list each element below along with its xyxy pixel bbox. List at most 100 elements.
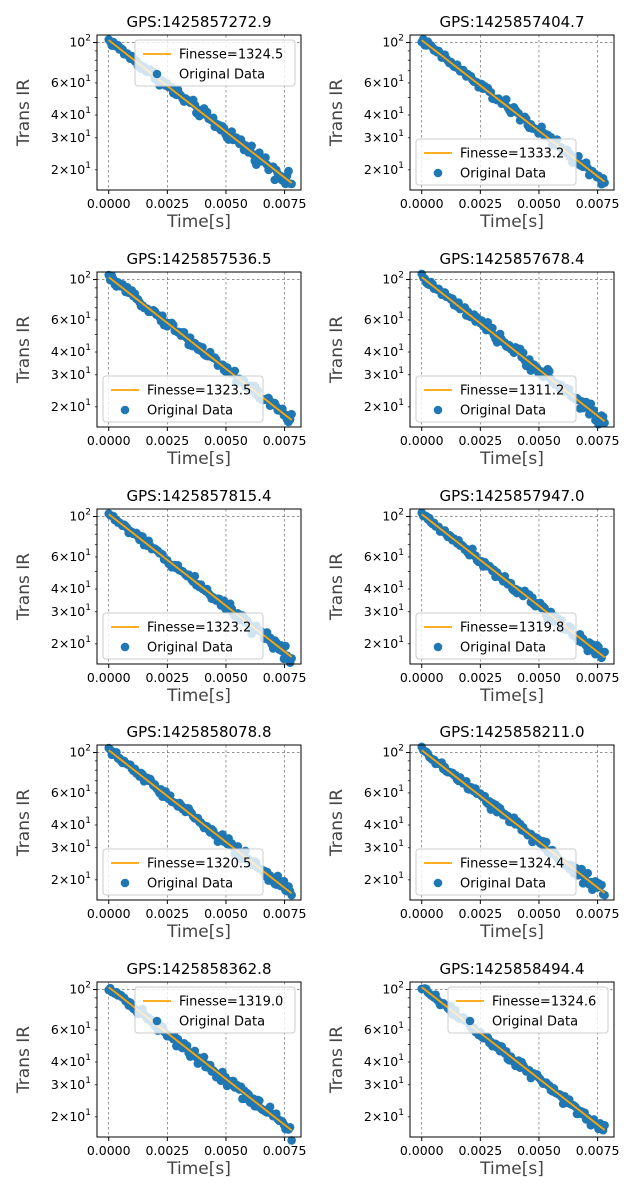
legend-data-label: Original Data [147, 877, 233, 892]
subplot-8: GPS:1425858211.0 0.0000 0.0025 0.0050 0.0075… [327, 723, 619, 942]
legend-data-swatch [152, 1016, 162, 1026]
data-point [586, 399, 596, 409]
y-axis-label: Trans IR [327, 79, 347, 147]
y-tick-label: 102 [382, 271, 404, 287]
data-point [600, 890, 609, 900]
legend-data-label: Original Data [460, 641, 546, 656]
y-tick-label: 6×101 [364, 548, 404, 564]
x-tick-label: 0.0050 [517, 1143, 561, 1158]
data-point [265, 1102, 275, 1112]
y-tick-label: 3×101 [364, 603, 404, 619]
y-tick-label: 3×101 [364, 1076, 404, 1092]
y-tick-label: 3×101 [364, 839, 404, 855]
plot-title: GPS:1425858494.4 [440, 960, 585, 978]
x-tick-label: 0.0050 [517, 670, 561, 685]
legend: Finesse=1311.2 Original Data [415, 375, 577, 423]
legend-data-label: Original Data [460, 167, 546, 182]
y-tick-label: 2×101 [364, 1108, 404, 1124]
y-tick-label: 102 [69, 508, 91, 524]
legend: Finesse=1319.8 Original Data [415, 612, 577, 660]
x-axis-label: Time[s] [166, 686, 231, 706]
x-tick-label: 0.0075 [263, 196, 307, 211]
legend-box [102, 612, 264, 660]
legend-data-label: Original Data [179, 1015, 265, 1030]
legend-box [102, 375, 264, 423]
plot-title: GPS:1425857272.9 [127, 13, 272, 31]
axes-frame [409, 981, 615, 1138]
x-tick-label: 0.0075 [576, 670, 620, 685]
subplot-7: GPS:1425858078.8 0.0000 0.0025 0.0050 0.0075… [14, 723, 306, 942]
subplot-4: GPS:1425857678.4 0.0000 0.0025 0.0050 0.0075… [327, 250, 619, 469]
y-axis-label: Trans IR [14, 789, 34, 857]
data-point [468, 544, 477, 554]
y-tick-label: 4×101 [51, 1053, 91, 1069]
y-tick-label: 3×101 [51, 839, 91, 855]
x-tick-label: 0.0050 [204, 196, 248, 211]
y-axis-label: Trans IR [14, 79, 34, 147]
data-point [483, 318, 493, 327]
y-tick-label: 6×101 [364, 311, 404, 327]
legend-data-label: Original Data [147, 641, 233, 656]
subplot-9: GPS:1425858362.8 0.0000 0.0025 0.0050 0.0075… [14, 960, 306, 1179]
x-tick-label: 0.0050 [204, 670, 248, 685]
legend-box [134, 986, 296, 1034]
legend-box [415, 375, 577, 423]
x-tick-label: 0.0075 [576, 433, 620, 448]
x-tick-label: 0.0050 [517, 906, 561, 921]
y-tick-label: 2×101 [364, 161, 404, 177]
legend-fit-label: Finesse=1333.2 [460, 147, 564, 162]
plot-title: GPS:1425857678.4 [440, 250, 585, 268]
data-point [284, 166, 293, 176]
x-tick-label: 0.0000 [400, 196, 444, 211]
y-tick-label: 102 [69, 271, 91, 287]
legend-box [134, 39, 296, 87]
legend-data-swatch [433, 168, 443, 178]
x-tick-label: 0.0025 [145, 670, 189, 685]
data-point [247, 141, 256, 151]
x-tick-label: 0.0075 [263, 433, 307, 448]
y-axis-label: Trans IR [327, 1026, 347, 1094]
x-tick-label: 0.0000 [87, 196, 131, 211]
y-tick-label: 2×101 [364, 398, 404, 414]
legend-data-swatch [152, 69, 162, 79]
y-tick-label: 4×101 [51, 106, 91, 122]
subplot-10: GPS:1425858494.4 0.0000 0.0025 0.0050 0.0075… [327, 960, 619, 1179]
x-axis-label: Time[s] [479, 686, 544, 706]
y-tick-label: 3×101 [51, 366, 91, 382]
y-tick-label: 2×101 [51, 871, 91, 887]
x-tick-label: 0.0000 [87, 906, 131, 921]
y-axis-label: Trans IR [14, 1026, 34, 1094]
y-tick-label: 2×101 [51, 161, 91, 177]
y-tick-label: 2×101 [51, 398, 91, 414]
legend-fit-label: Finesse=1320.5 [147, 857, 251, 872]
y-tick-label: 3×101 [51, 603, 91, 619]
legend-fit-label: Finesse=1319.0 [179, 995, 283, 1010]
legend-fit-label: Finesse=1324.6 [492, 995, 596, 1010]
data-point [583, 868, 593, 878]
x-axis-label: Time[s] [479, 922, 544, 942]
legend: Finesse=1320.5 Original Data [102, 848, 264, 896]
x-tick-label: 0.0075 [576, 196, 620, 211]
legend-fit-label: Finesse=1323.5 [147, 384, 251, 399]
x-tick-label: 0.0025 [458, 1143, 502, 1158]
y-tick-label: 4×101 [364, 580, 404, 596]
y-tick-label: 6×101 [51, 784, 91, 800]
y-axis-label: Trans IR [14, 553, 34, 621]
data-point [285, 1122, 295, 1132]
y-tick-label: 6×101 [51, 311, 91, 327]
legend-data-label: Original Data [179, 68, 265, 83]
legend-fit-label: Finesse=1311.2 [460, 384, 564, 399]
x-tick-label: 0.0075 [263, 906, 307, 921]
legend-box [415, 848, 577, 896]
legend: Finesse=1333.2 Original Data [415, 138, 577, 186]
legend: Finesse=1324.6 Original Data [447, 986, 609, 1034]
legend-box [415, 138, 577, 186]
y-tick-label: 3×101 [364, 366, 404, 382]
y-tick-label: 6×101 [364, 1021, 404, 1037]
axes-frame [96, 271, 302, 428]
plot-title: GPS:1425857404.7 [440, 13, 585, 31]
x-tick-label: 0.0000 [400, 906, 444, 921]
axes-frame [409, 271, 615, 428]
y-tick-label: 4×101 [51, 343, 91, 359]
x-tick-label: 0.0000 [87, 433, 131, 448]
